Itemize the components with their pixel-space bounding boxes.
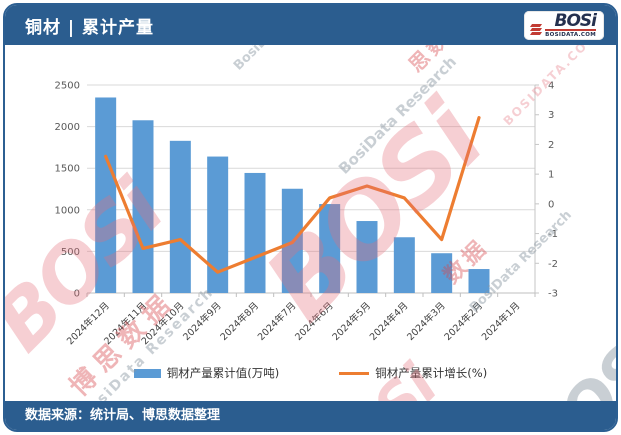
bosi-logo: BOSi BOSIDATA.COM	[524, 10, 604, 40]
svg-text:1000: 1000	[55, 205, 80, 216]
legend-item-bars: 铜材产量累计值(万吨)	[133, 365, 280, 381]
logo-domain-text: BOSIDATA.COM	[545, 28, 596, 38]
combo-chart: 05001000150020002500-3-2-1012342024年12月2…	[55, 81, 558, 348]
logo-stripes-icon	[530, 23, 543, 36]
legend-bars-label: 铜材产量累计值(万吨)	[166, 366, 280, 380]
svg-text:2024年8月: 2024年8月	[218, 300, 261, 343]
svg-text:2500: 2500	[55, 81, 80, 92]
svg-text:2024年6月: 2024年6月	[292, 300, 335, 343]
svg-text:2024年2月: 2024年2月	[442, 300, 485, 343]
logo-brand-text: BOSi	[554, 10, 597, 31]
page-title: 铜材 | 累计产量	[25, 17, 155, 38]
svg-text:-2: -2	[548, 259, 558, 270]
svg-text:0: 0	[548, 199, 554, 210]
header-bar: 铜材 | 累计产量 BOSi BOSIDATA.COM	[5, 5, 616, 45]
chart-legend: 铜材产量累计值(万吨) 铜材产量累计增长(%)	[5, 365, 616, 381]
data-source-text: 数据来源：统计局、博思数据整理	[25, 408, 221, 423]
svg-text:3: 3	[548, 110, 554, 121]
footer-bar: 数据来源：统计局、博思数据整理	[5, 401, 616, 430]
svg-text:2000: 2000	[55, 122, 80, 133]
svg-text:2024年7月: 2024年7月	[255, 300, 298, 343]
chart-card: 铜材 | 累计产量 BOSi BOSIDATA.COM BOSi BOSIDAT…	[3, 3, 618, 432]
svg-text:1500: 1500	[55, 164, 80, 175]
svg-text:2: 2	[548, 140, 554, 151]
svg-text:4: 4	[548, 81, 554, 92]
svg-text:2024年3月: 2024年3月	[404, 300, 447, 343]
svg-text:0: 0	[74, 289, 80, 300]
svg-text:2024年9月: 2024年9月	[180, 300, 223, 343]
line-series-swatch-icon	[339, 371, 370, 375]
svg-text:-1: -1	[548, 229, 558, 240]
legend-line-label: 铜材产量累计增长(%)	[375, 366, 488, 380]
svg-text:2024年4月: 2024年4月	[367, 300, 410, 343]
svg-text:-3: -3	[548, 289, 558, 300]
svg-text:2024年5月: 2024年5月	[330, 300, 373, 343]
svg-text:1: 1	[548, 170, 554, 181]
svg-text:2024年1月: 2024年1月	[479, 300, 522, 343]
legend-item-line: 铜材产量累计增长(%)	[339, 365, 487, 381]
svg-text:500: 500	[61, 247, 80, 258]
bar-series-swatch-icon	[133, 368, 161, 378]
